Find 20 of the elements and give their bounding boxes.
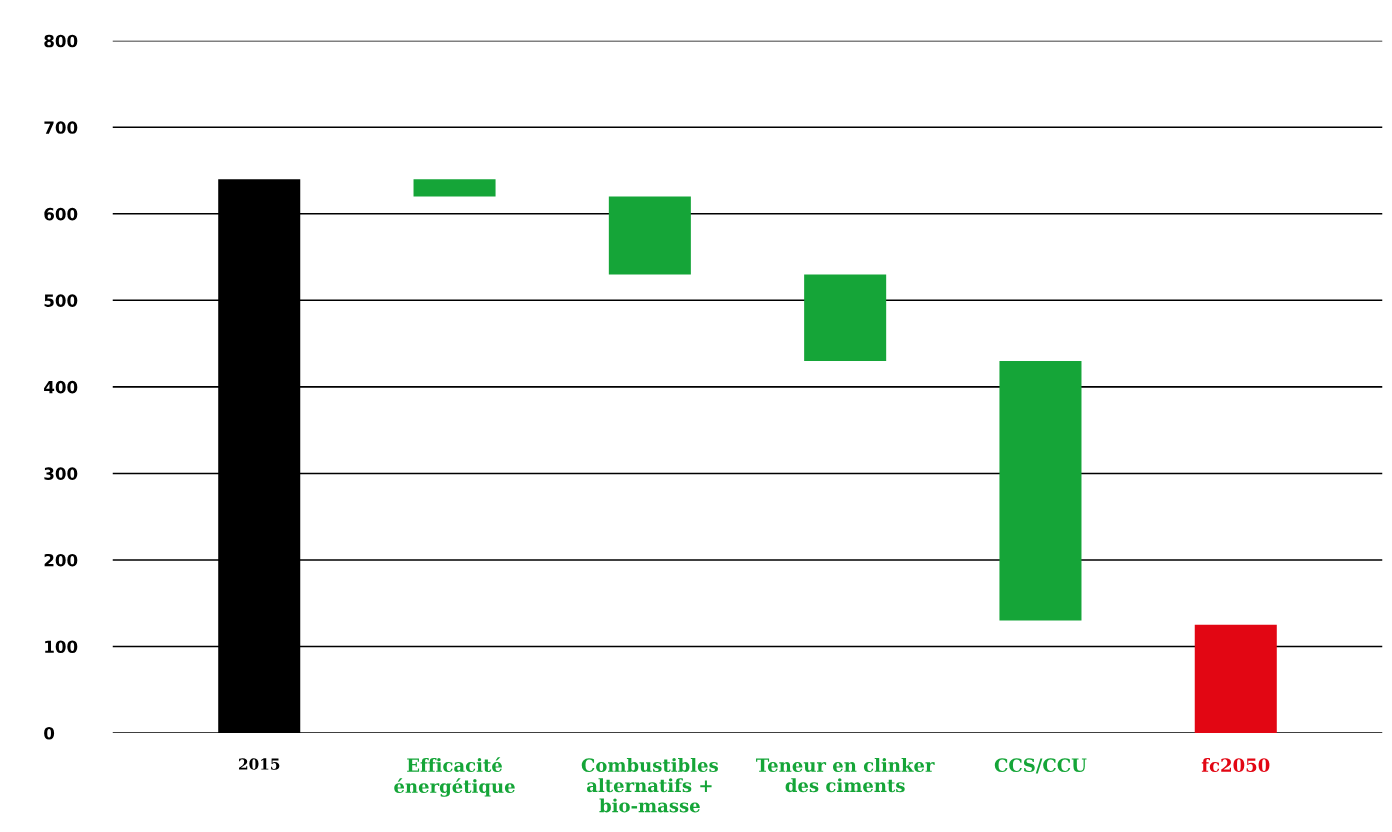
x-tick-label: fc2050 [1201, 757, 1270, 772]
y-tick-label: 700 [44, 121, 78, 134]
y-tick-label: 200 [44, 553, 78, 567]
x-tick-label: Combustibles alternatifs + bio-masse [581, 757, 718, 813]
y-tick-label: 0 [44, 726, 55, 740]
y-tick-label: 100 [45, 640, 78, 654]
bar [999, 360, 1082, 621]
x-tick-label: Efficacité énergétique [394, 757, 515, 797]
y-tick-label: 800 [44, 34, 78, 48]
bar [804, 274, 887, 361]
y-tick-label: 600 [44, 207, 78, 221]
bar [1194, 624, 1277, 733]
y-tick-label: 500 [44, 294, 78, 307]
x-tick-label: 2015 [238, 758, 280, 770]
y-tick-label: 400 [44, 380, 78, 394]
bar [413, 179, 496, 197]
y-tick-label: 300 [44, 467, 78, 480]
bar [608, 196, 691, 275]
x-tick-label: CCS/CCU [994, 758, 1087, 774]
x-tick-label: Teneur en clinker des ciments [756, 757, 935, 793]
